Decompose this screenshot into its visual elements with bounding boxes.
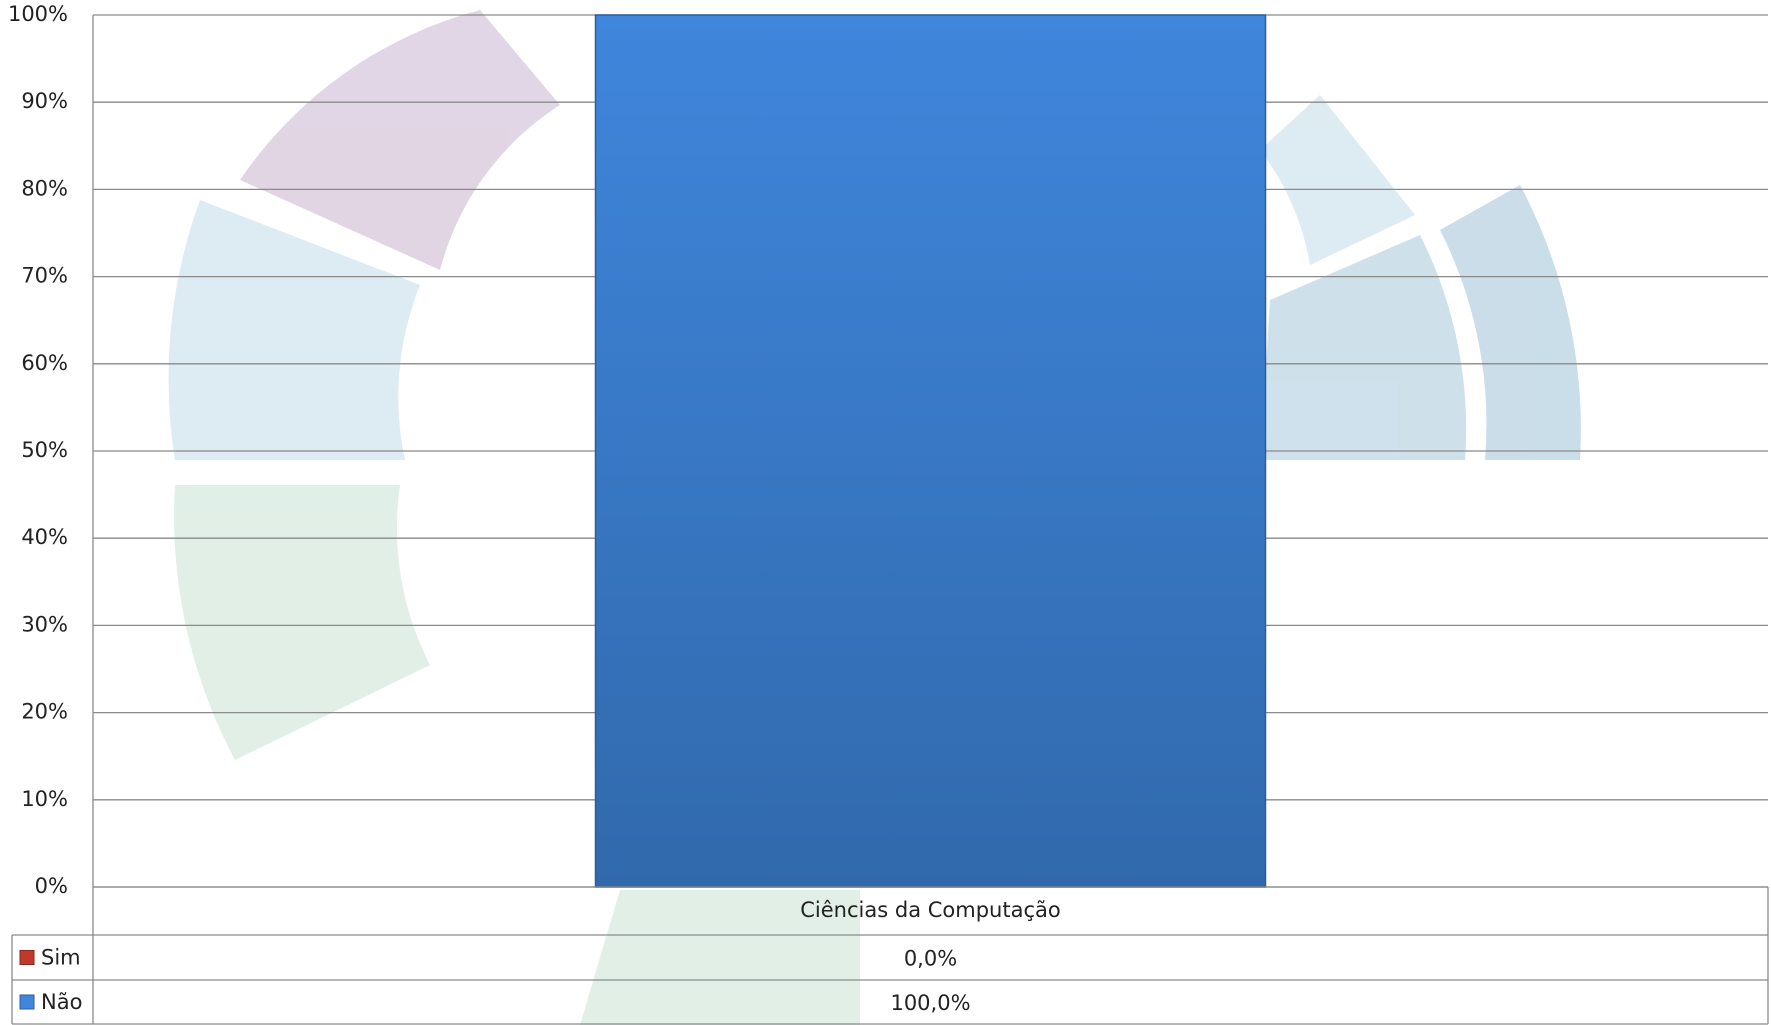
y-tick-label: 0%	[35, 874, 68, 898]
legend-label: Sim	[41, 946, 81, 970]
legend-key	[19, 994, 35, 1010]
y-tick-label: 60%	[21, 351, 68, 375]
table-value: 0,0%	[904, 947, 957, 971]
legend-label: Não	[41, 990, 82, 1014]
y-tick-label: 50%	[21, 438, 68, 462]
y-tick-label: 20%	[21, 700, 68, 724]
bars	[594, 14, 1267, 888]
table-value: 100,0%	[890, 991, 970, 1015]
bar	[594, 14, 1267, 888]
y-tick-label: 90%	[21, 89, 68, 113]
y-tick-label: 10%	[21, 787, 68, 811]
y-tick-label: 70%	[21, 264, 68, 288]
y-tick-label: 30%	[21, 612, 68, 636]
data-table: Ciências da Computação 0,0% 100,0% Sim Não	[11, 886, 1769, 1025]
category-label: Ciências da Computação	[800, 898, 1060, 922]
legend-key	[19, 950, 35, 965]
y-tick-label: 100%	[8, 2, 68, 26]
y-tick-label: 40%	[21, 525, 68, 549]
y-tick-label: 80%	[21, 176, 68, 200]
background-watermark	[168, 10, 1581, 1025]
